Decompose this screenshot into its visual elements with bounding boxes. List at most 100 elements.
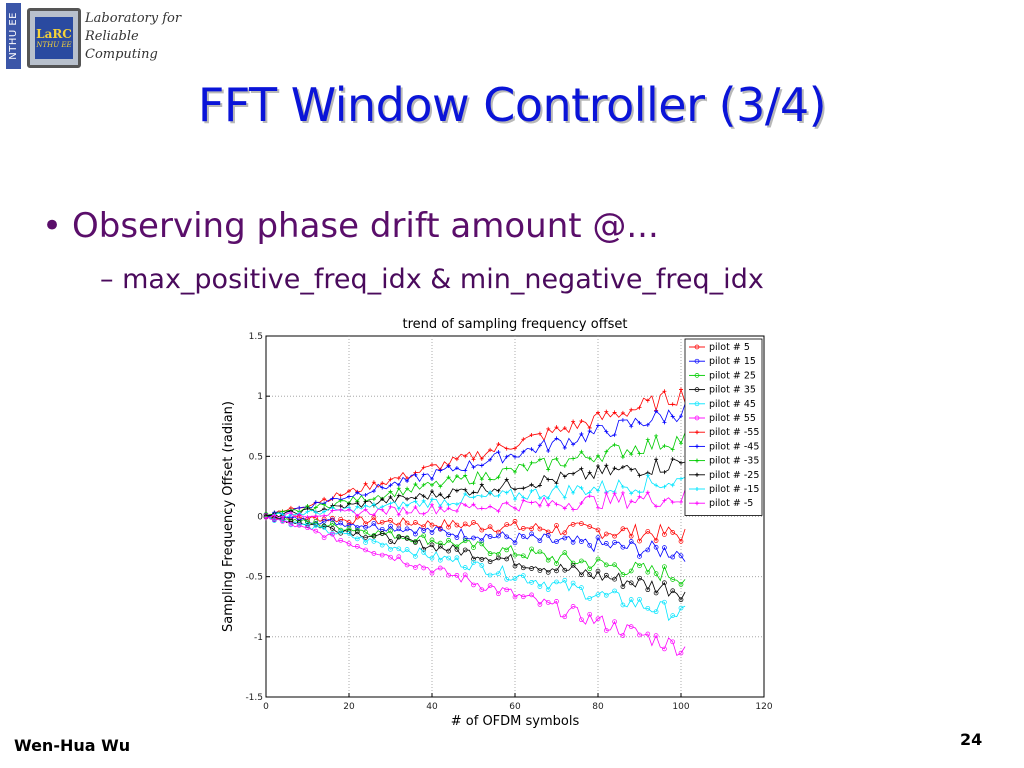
series-point — [513, 446, 517, 451]
legend-label: pilot # -35 — [709, 456, 759, 467]
series-point — [430, 502, 434, 507]
legend-label: pilot # -15 — [709, 484, 759, 495]
series-point — [579, 539, 584, 544]
series-point — [603, 572, 609, 578]
series-point — [396, 522, 402, 528]
series-point — [297, 505, 302, 510]
series-point — [612, 588, 617, 594]
series-point — [296, 522, 302, 528]
series-point — [313, 523, 319, 528]
series-point — [545, 569, 551, 575]
series-point — [579, 572, 584, 578]
sub-bullet-text: max_positive_freq_idx & min_negative_fre… — [122, 264, 764, 295]
series-point — [479, 482, 484, 487]
series-point — [587, 572, 593, 578]
series-point — [603, 531, 609, 537]
series-point — [595, 592, 601, 597]
series-point — [520, 534, 526, 539]
series-point — [604, 449, 609, 454]
series-point — [371, 489, 376, 494]
series-point — [662, 420, 667, 425]
series-point — [388, 489, 393, 494]
series-point — [637, 575, 642, 581]
series-point — [438, 505, 443, 510]
legend-label: pilot # -55 — [709, 427, 759, 438]
legend-marker — [695, 430, 699, 435]
series-point — [637, 596, 642, 602]
series-point — [637, 451, 642, 456]
series-point — [603, 541, 609, 546]
series-point — [579, 466, 584, 471]
series-point — [629, 491, 634, 496]
series-point — [471, 465, 476, 470]
series-point — [612, 562, 617, 568]
series-point — [421, 565, 427, 571]
series-point — [396, 486, 401, 491]
series-point — [446, 548, 451, 554]
series-point — [521, 449, 526, 454]
series-point — [546, 448, 551, 453]
series-point — [504, 556, 510, 562]
series-point — [595, 556, 601, 562]
series-point — [604, 409, 609, 414]
series-point — [612, 466, 617, 471]
series-point — [371, 533, 377, 539]
series-point — [537, 526, 543, 532]
series-point — [571, 471, 576, 476]
series-point — [421, 465, 426, 470]
series-point — [562, 614, 568, 620]
series-point — [571, 490, 576, 495]
series-point — [504, 587, 510, 593]
legend-marker — [694, 344, 700, 350]
series-point — [388, 523, 393, 529]
series-point — [413, 504, 418, 509]
series-point — [637, 494, 642, 499]
series-point — [512, 576, 518, 581]
series-point — [612, 576, 617, 582]
series-point — [421, 498, 426, 503]
series-point — [670, 402, 675, 407]
series-point — [430, 483, 434, 488]
series-point — [678, 539, 684, 544]
series-point — [637, 632, 642, 638]
series-point — [512, 552, 518, 558]
series-point — [488, 477, 493, 482]
series-point — [388, 554, 393, 560]
slide-title: FFT Window Controller (3/4) — [197, 78, 827, 132]
series-point — [570, 522, 576, 527]
series-point — [446, 532, 451, 538]
series-point — [421, 482, 426, 487]
series-point — [496, 475, 501, 480]
series-point — [654, 457, 659, 462]
series-point — [321, 525, 327, 530]
series-point — [463, 491, 468, 496]
legend-label: pilot # -45 — [709, 441, 759, 452]
series-point — [429, 542, 435, 548]
sub-bullet-marker: – — [100, 264, 114, 295]
series-point — [679, 441, 683, 446]
series-point — [554, 502, 559, 507]
series-point — [479, 538, 485, 543]
series-point — [570, 580, 576, 586]
series-point — [363, 507, 368, 512]
series-point — [670, 414, 675, 419]
series-point — [537, 457, 542, 462]
series-point — [521, 437, 526, 442]
x-tick-label: 100 — [672, 702, 689, 712]
series-point — [471, 490, 476, 495]
series-point — [520, 594, 526, 600]
series-point — [587, 566, 593, 572]
series-point — [471, 582, 476, 588]
series-point — [628, 533, 634, 539]
series-point — [396, 554, 402, 560]
series-point — [321, 535, 327, 541]
series-point — [487, 572, 493, 578]
series-point — [380, 497, 385, 502]
series-point — [322, 513, 327, 518]
series-point — [388, 546, 393, 552]
series-point — [496, 450, 501, 455]
series-point — [429, 522, 435, 528]
series-point — [579, 501, 584, 506]
series-point — [388, 528, 393, 534]
series-point — [679, 387, 683, 392]
